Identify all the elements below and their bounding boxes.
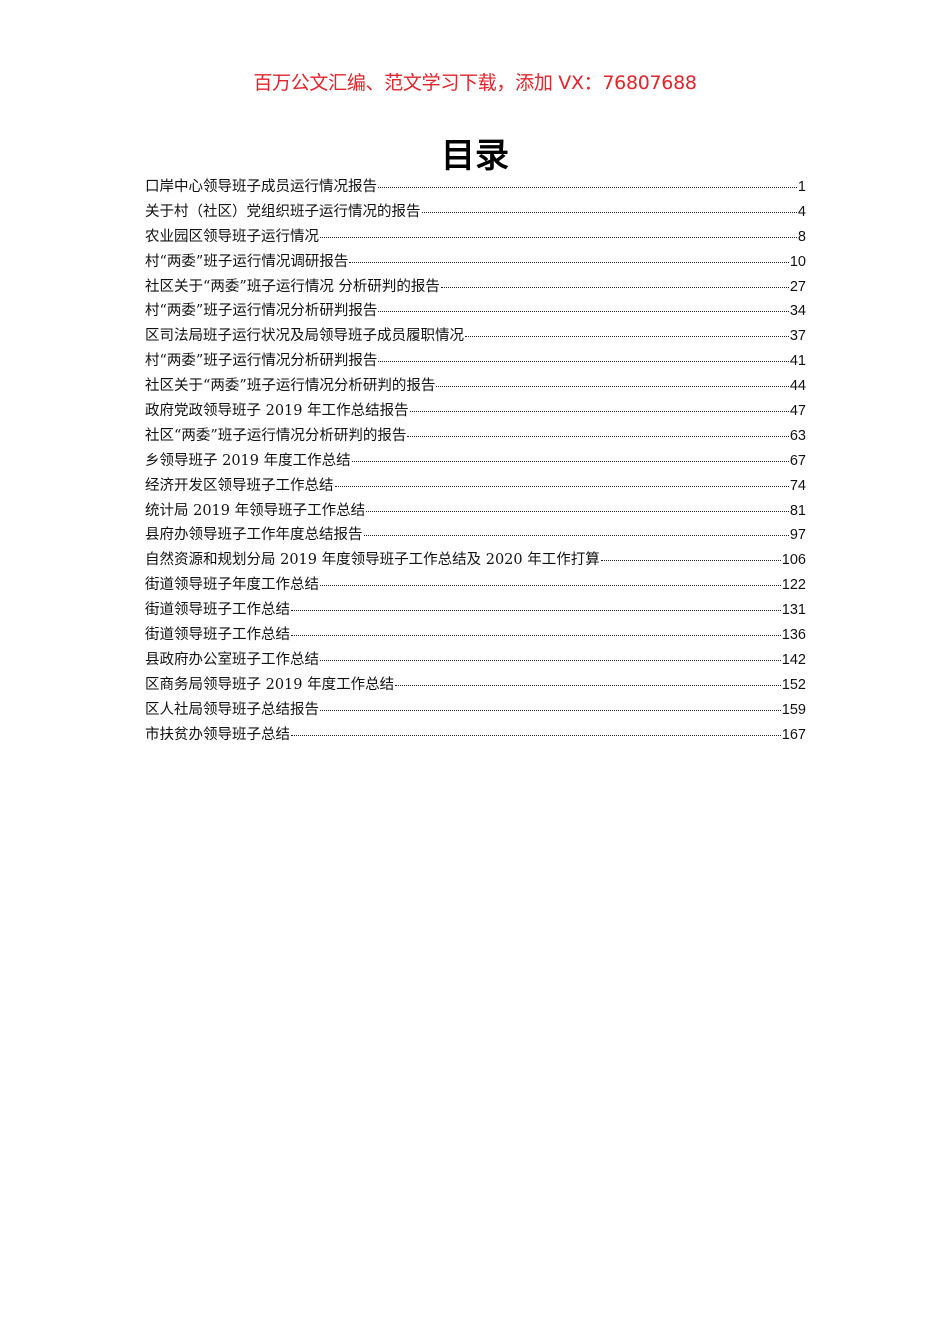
toc-entry[interactable]: 社区关于“两委”班子运行情况分析研判的报告 44 <box>145 374 806 399</box>
toc-entry-page: 67 <box>789 452 806 469</box>
toc-leader-dots <box>366 510 789 512</box>
toc-entry-page: 27 <box>789 278 806 295</box>
toc-entry-title: 政府党政领导班子 2019 年工作总结报告 <box>145 403 409 420</box>
toc-entry-title: 区人社局领导班子总结报告 <box>145 701 319 718</box>
toc-leader-dots <box>600 560 781 562</box>
toc-entry-page: 44 <box>789 378 806 395</box>
toc-leader-dots <box>320 585 781 587</box>
toc-entry[interactable]: 街道领导班子年度工作总结 122 <box>145 573 806 598</box>
toc-entry-page: 97 <box>789 527 806 544</box>
toc-entry-title: 市扶贫办领导班子总结 <box>145 726 290 743</box>
toc-entry-page: 1 <box>797 179 806 195</box>
toc-entry[interactable]: 街道领导班子工作总结 136 <box>145 623 806 648</box>
toc-entry[interactable]: 市扶贫办领导班子总结 167 <box>145 723 806 748</box>
toc-entry[interactable]: 自然资源和规划分局 2019 年度领导班子工作总结及 2020 年工作打算 106 <box>145 548 806 573</box>
toc-entry-title: 街道领导班子工作总结 <box>145 627 290 644</box>
toc-entry-title: 村“两委”班子运行情况分析研判报告 <box>145 353 378 370</box>
toc-leader-dots <box>378 187 797 188</box>
toc-entry-page: 41 <box>789 353 806 370</box>
toc-entry-title: 社区关于“两委”班子运行情况分析研判的报告 <box>145 378 436 395</box>
toc-leader-dots <box>349 261 789 263</box>
toc-entry-page: 63 <box>789 427 806 444</box>
toc-entry-title: 社区关于“两委”班子运行情况 分析研判的报告 <box>145 278 440 295</box>
toc-entry[interactable]: 村“两委”班子运行情况分析研判报告 34 <box>145 299 806 324</box>
toc-entry[interactable]: 统计局 2019 年领导班子工作总结 81 <box>145 499 806 524</box>
toc-leader-dots <box>436 386 789 388</box>
toc-entry-title: 自然资源和规划分局 2019 年度领导班子工作总结及 2020 年工作打算 <box>145 552 600 569</box>
page-title: 目录 <box>441 136 509 176</box>
toc-leader-dots <box>421 211 797 213</box>
toc-leader-dots <box>291 610 781 612</box>
toc-entry-page: 81 <box>789 502 806 519</box>
toc-entry-page: 136 <box>781 627 806 644</box>
toc-entry-title: 县政府办公室班子工作总结 <box>145 651 319 668</box>
toc-entry-title: 街道领导班子工作总结 <box>145 602 290 619</box>
toc-entry-title: 农业园区领导班子运行情况 <box>145 228 319 245</box>
toc-leader-dots <box>291 734 781 736</box>
toc-entry-title: 乡领导班子 2019 年度工作总结 <box>145 452 351 469</box>
toc-entry-title: 县府办领导班子工作年度总结报告 <box>145 527 363 544</box>
toc-entry-title: 村“两委”班子运行情况分析研判报告 <box>145 303 378 320</box>
toc-leader-dots <box>351 460 789 462</box>
toc-leader-dots <box>409 411 789 413</box>
toc-entry-page: 122 <box>781 577 806 594</box>
toc-entry[interactable]: 农业园区领导班子运行情况 8 <box>145 225 806 250</box>
toc-entry[interactable]: 社区关于“两委”班子运行情况 分析研判的报告 27 <box>145 275 806 300</box>
toc-entry[interactable]: 区商务局领导班子 2019 年度工作总结 152 <box>145 673 806 698</box>
toc-entry-page: 47 <box>789 403 806 420</box>
toc-leader-dots <box>465 336 789 338</box>
toc-entry-title: 关于村（社区）党组织班子运行情况的报告 <box>145 203 421 220</box>
toc-leader-dots <box>320 659 781 661</box>
toc-entry-page: 10 <box>789 253 806 270</box>
toc-leader-dots <box>378 311 789 313</box>
toc-entry-page: 4 <box>797 203 806 220</box>
toc-entry[interactable]: 政府党政领导班子 2019 年工作总结报告 47 <box>145 399 806 424</box>
toc-entry[interactable]: 乡领导班子 2019 年度工作总结 67 <box>145 449 806 474</box>
toc-leader-dots <box>320 709 781 711</box>
toc-entry[interactable]: 区司法局班子运行状况及局领导班子成员履职情况 37 <box>145 324 806 349</box>
toc-entry-title: 经济开发区领导班子工作总结 <box>145 477 334 494</box>
toc-entry-page: 106 <box>781 552 806 569</box>
toc-entry[interactable]: 街道领导班子工作总结 131 <box>145 598 806 623</box>
toc-entry-page: 152 <box>781 676 806 693</box>
table-of-contents: 口岸中心领导班子成员运行情况报告 1 关于村（社区）党组织班子运行情况的报告 4 农业园… <box>145 175 806 747</box>
toc-entry-title: 村“两委”班子运行情况调研报告 <box>145 253 349 270</box>
toc-entry[interactable]: 县府办领导班子工作年度总结报告 97 <box>145 523 806 548</box>
toc-entry[interactable]: 县政府办公室班子工作总结 142 <box>145 648 806 673</box>
toc-entry-title: 社区“两委”班子运行情况分析研判的报告 <box>145 427 407 444</box>
toc-leader-dots <box>378 361 789 363</box>
toc-entry-title: 区司法局班子运行状况及局领导班子成员履职情况 <box>145 328 464 345</box>
toc-entry-title: 区商务局领导班子 2019 年度工作总结 <box>145 676 395 693</box>
toc-entry-title: 统计局 2019 年领导班子工作总结 <box>145 502 366 519</box>
toc-entry[interactable]: 关于村（社区）党组织班子运行情况的报告 4 <box>145 200 806 225</box>
toc-entry-page: 34 <box>789 303 806 320</box>
toc-entry[interactable]: 村“两委”班子运行情况调研报告 10 <box>145 250 806 275</box>
toc-leader-dots <box>320 236 797 238</box>
toc-entry[interactable]: 村“两委”班子运行情况分析研判报告 41 <box>145 349 806 374</box>
toc-entry[interactable]: 区人社局领导班子总结报告 159 <box>145 698 806 723</box>
toc-leader-dots <box>363 535 789 537</box>
toc-entry-title: 口岸中心领导班子成员运行情况报告 <box>145 179 377 195</box>
toc-entry[interactable]: 社区“两委”班子运行情况分析研判的报告 63 <box>145 424 806 449</box>
toc-entry-page: 167 <box>781 726 806 743</box>
toc-entry-title: 街道领导班子年度工作总结 <box>145 577 319 594</box>
toc-leader-dots <box>334 485 789 487</box>
toc-leader-dots <box>407 435 789 437</box>
toc-entry-page: 142 <box>781 651 806 668</box>
toc-leader-dots <box>291 635 781 637</box>
toc-entry-page: 159 <box>781 701 806 718</box>
toc-entry-page: 8 <box>797 228 806 245</box>
toc-entry-page: 131 <box>781 602 806 619</box>
toc-entry-page: 74 <box>789 477 806 494</box>
watermark-banner: 百万公文汇编、范文学习下载，添加 VX：76807688 <box>253 72 697 94</box>
toc-leader-dots <box>440 286 789 288</box>
toc-leader-dots <box>395 684 781 686</box>
toc-entry[interactable]: 口岸中心领导班子成员运行情况报告 1 <box>145 175 806 200</box>
toc-entry[interactable]: 经济开发区领导班子工作总结 74 <box>145 474 806 499</box>
toc-entry-page: 37 <box>789 328 806 345</box>
